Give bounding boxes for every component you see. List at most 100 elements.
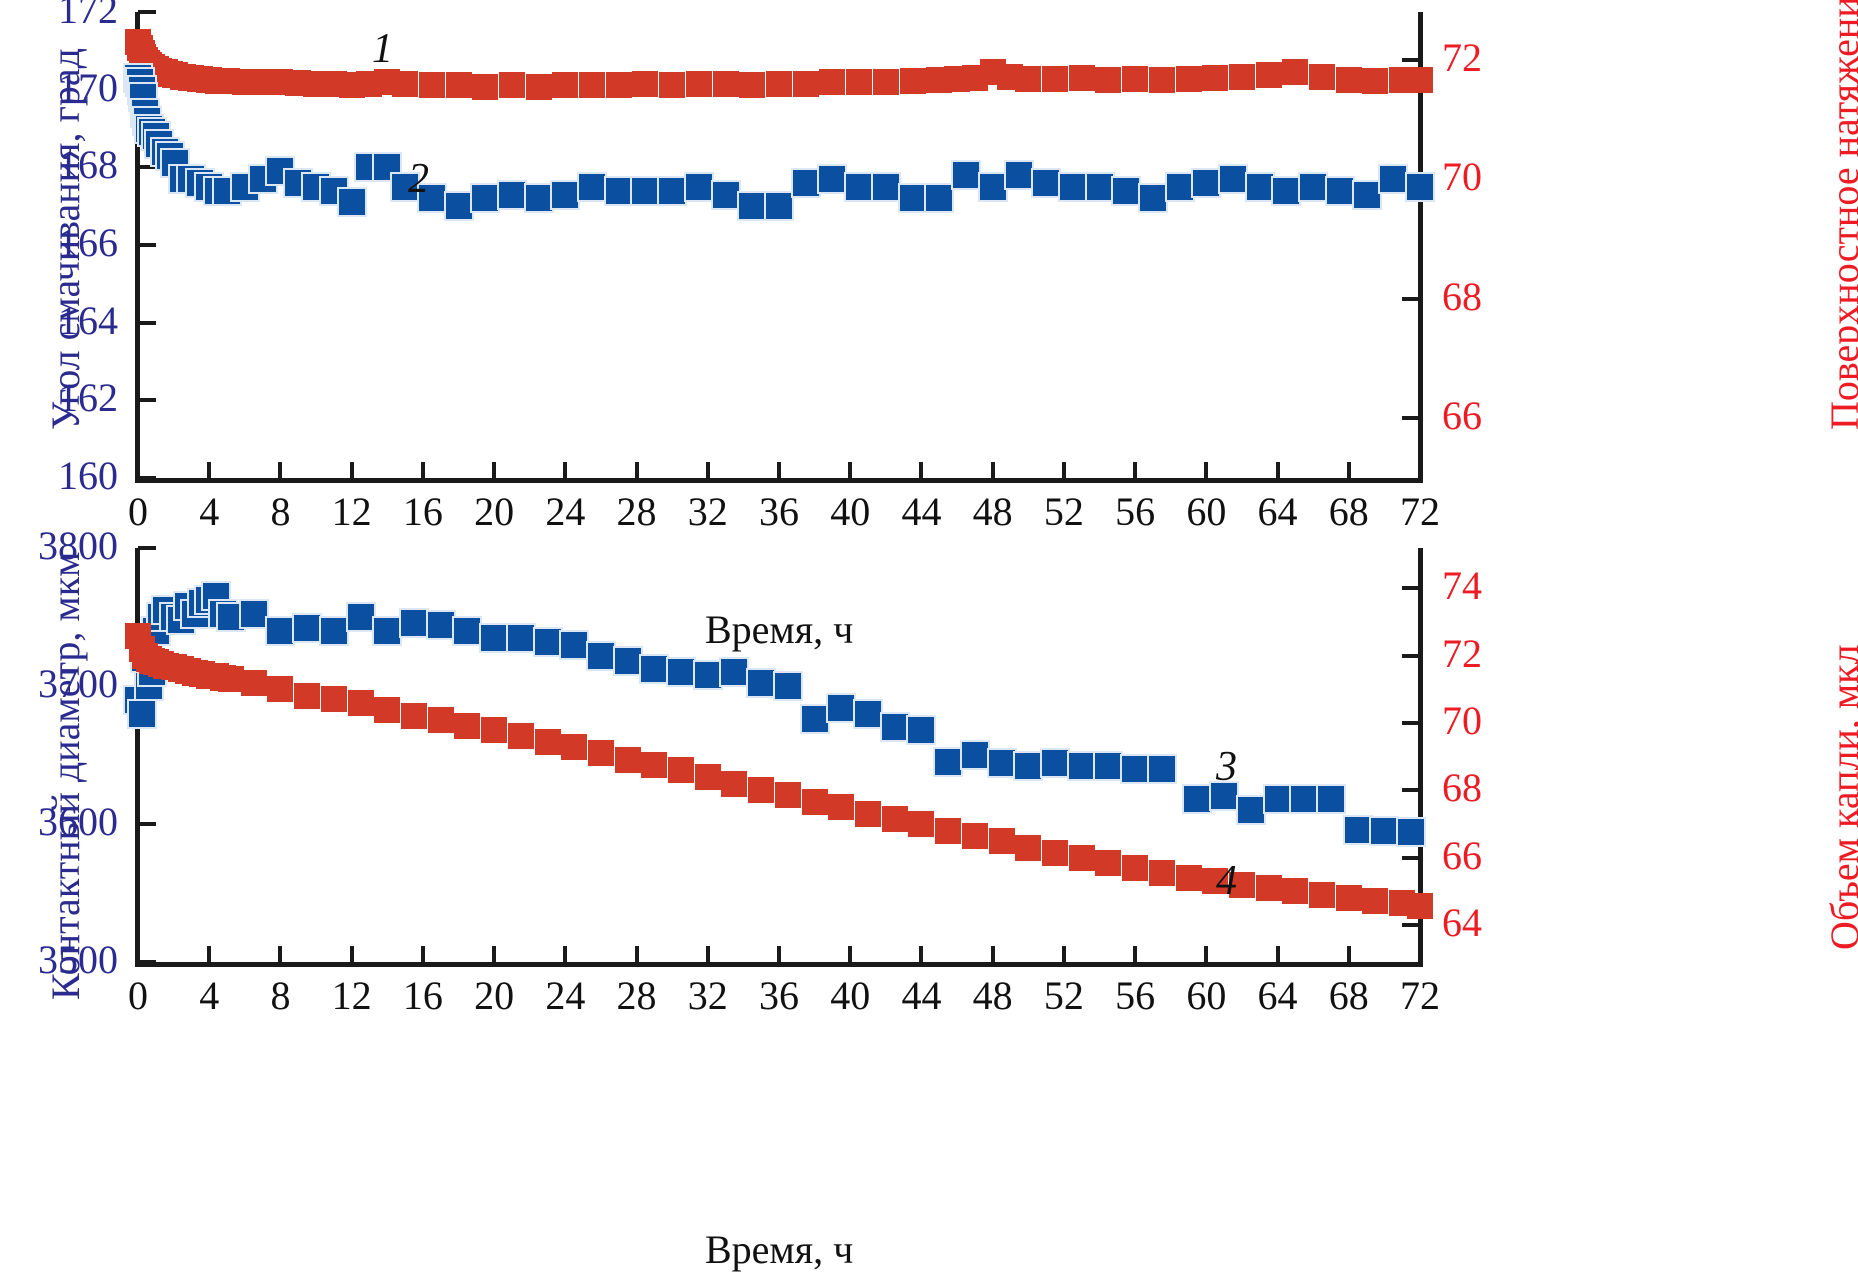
data-point (1218, 163, 1249, 194)
x-axis-tick-label: 36 (759, 973, 799, 1018)
data-point (265, 615, 296, 646)
y-axis-tick-label-left: 170 (58, 64, 118, 110)
y-axis-tick-label-left: 3600 (38, 799, 118, 844)
data-point (1209, 781, 1240, 812)
x-axis-tick (492, 946, 497, 963)
data-point (1228, 871, 1255, 898)
data-point (427, 706, 454, 733)
x-axis-tick-label: 40 (830, 489, 871, 534)
top-plot-area: 0 4 8 12 16 20 24 28 32 36 40 44 48 52 56 60 64 68 72 160 16… (58, 0, 1482, 534)
data-point (739, 71, 766, 98)
data-point (799, 704, 830, 735)
data-point (217, 666, 244, 693)
x-axis-tick-label: 64 (1257, 973, 1298, 1018)
data-point (1378, 163, 1409, 194)
data-point (1066, 751, 1097, 782)
data-point (1175, 864, 1202, 891)
data-point (443, 191, 474, 222)
x-axis-tick-label: 52 (1043, 489, 1084, 534)
data-point (1244, 171, 1275, 202)
x-axis-tick (492, 462, 497, 479)
y-axis-tick-right (1402, 855, 1420, 860)
x-axis-tick-label: 60 (1186, 489, 1227, 534)
data-point (345, 602, 376, 632)
data-point (712, 70, 739, 97)
data-point (630, 175, 661, 206)
data-point (454, 713, 481, 740)
x-axis-tick (1275, 946, 1280, 963)
x-axis-tick (848, 462, 853, 479)
data-point (721, 770, 748, 797)
data-point (294, 683, 321, 710)
y-axis-tick-label-right: 70 (1442, 698, 1482, 744)
data-point (1191, 167, 1222, 198)
left-axis-spine (135, 548, 140, 965)
x-axis-tick-label: 72 (1400, 489, 1440, 534)
y-axis-tick-left (138, 10, 156, 14)
data-point (906, 715, 937, 746)
x-axis-tick-label: 12 (331, 489, 372, 534)
x-axis-tick (705, 946, 710, 963)
data-point (1324, 175, 1355, 206)
y-axis-tick-label-left: 168 (58, 142, 118, 188)
data-point (846, 69, 873, 96)
data-point (1111, 175, 1142, 206)
data-point (817, 163, 848, 194)
data-point (374, 696, 401, 723)
data-point (961, 822, 988, 849)
data-point (1271, 175, 1302, 206)
data-point (1407, 67, 1433, 94)
data-point (603, 175, 634, 206)
data-point (1122, 854, 1149, 881)
x-axis-tick (1133, 946, 1138, 963)
chart-panel-bottom: Контактный диаметр, мкм Объем капли, мкл… (0, 526, 1858, 1277)
y-axis-tick-label-right: 72 (1442, 630, 1482, 676)
y-axis-tick-left (138, 243, 156, 247)
x-axis-tick-label: 56 (1115, 489, 1156, 534)
data-point (532, 626, 563, 657)
x-axis-tick (563, 946, 568, 963)
x-axis-tick-label: 28 (616, 973, 657, 1018)
data-point (523, 183, 554, 214)
data-point (1362, 67, 1389, 94)
data-point (1122, 65, 1149, 92)
data-point (1309, 63, 1336, 90)
x-axis-tick (207, 462, 212, 479)
data-point (1004, 160, 1035, 191)
data-point (445, 71, 472, 98)
x-axis-tick-label: 68 (1328, 489, 1369, 534)
data-point (710, 179, 741, 210)
data-point (336, 187, 367, 218)
data-point (950, 160, 981, 191)
data-point (1068, 64, 1095, 91)
y-axis-tick-label-left: 3700 (38, 661, 118, 706)
data-point (392, 70, 419, 97)
data-point (1289, 784, 1320, 815)
bottom-plot-area: 0 4 8 12 16 20 24 28 32 36 40 44 48 52 56 60 64 68 72 3500 3… (0, 526, 1858, 1277)
data-point (1041, 839, 1068, 866)
data-point (577, 171, 608, 202)
data-point (801, 789, 828, 816)
data-point (612, 646, 643, 677)
data-point (267, 676, 294, 703)
x-axis-tick (990, 946, 995, 963)
data-point (1282, 58, 1309, 85)
x-axis-tick-label: 40 (830, 973, 871, 1018)
data-point (772, 671, 803, 701)
x-axis-tick-label: 68 (1328, 973, 1369, 1018)
data-point (1146, 753, 1177, 784)
data-point (986, 748, 1017, 779)
data-point (320, 686, 347, 713)
x-axis-tick (1204, 946, 1209, 963)
data-point (552, 72, 579, 99)
y-axis-tick-left (138, 165, 156, 170)
x-axis-tick (777, 462, 781, 479)
data-point (587, 740, 614, 767)
data-point (550, 179, 581, 210)
x-axis-tick-label: 48 (972, 973, 1013, 1018)
x-axis-tick (136, 462, 140, 479)
y-axis-tick-left (138, 320, 156, 325)
data-point (505, 622, 536, 653)
data-point (347, 689, 374, 716)
x-axis-tick-label: 24 (545, 973, 586, 1018)
